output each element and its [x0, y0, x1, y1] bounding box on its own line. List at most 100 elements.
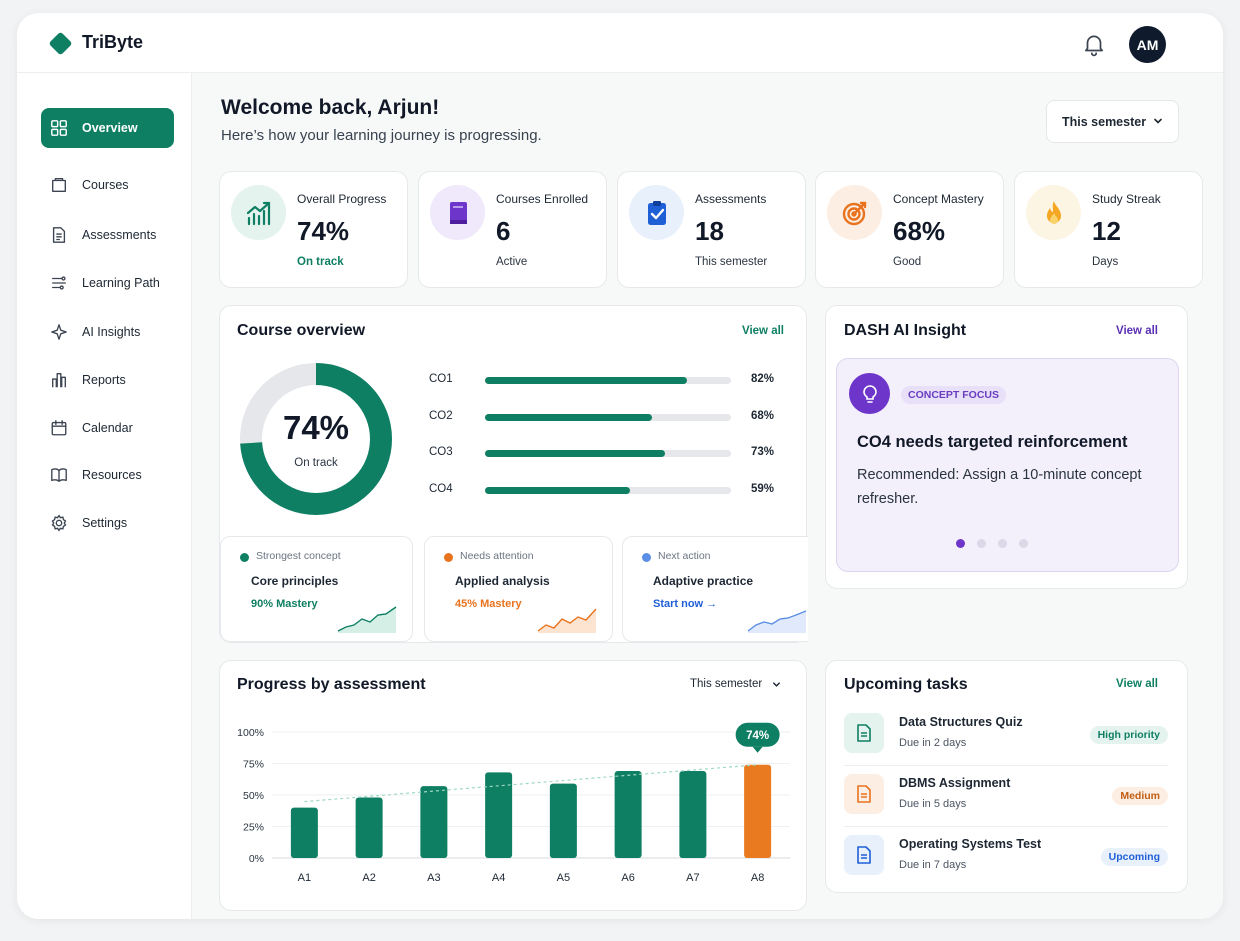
divider: [844, 765, 1168, 766]
chart-period-select[interactable]: This semester: [690, 678, 782, 690]
y-tick-label: 100%: [237, 727, 264, 739]
sidebar: Overview Courses Assessments Learning Pa…: [17, 73, 192, 919]
x-tick-label: A2: [362, 872, 375, 884]
outcome-fill: [485, 487, 631, 494]
highlight-title: Applied analysis: [455, 574, 550, 588]
chart-bar: [355, 797, 383, 858]
stat-card-overall-progress: Overall Progress 74% On track: [219, 171, 408, 288]
highlight-card-attention[interactable]: Needs attention Applied analysis 45% Mas…: [424, 536, 613, 642]
grid-icon: [50, 119, 68, 137]
outcome-percent: 68%: [751, 410, 775, 422]
stat-value: 68%: [893, 216, 946, 246]
y-tick-label: 0%: [249, 853, 264, 865]
ai-insight-card: DASH AI Insight View all CONCEPT FOCUS C…: [825, 305, 1188, 589]
outcome-label: CO3: [429, 446, 453, 458]
sidebar-item-label: Learning Path: [82, 276, 160, 290]
sidebar-item-courses[interactable]: Courses: [41, 165, 174, 205]
page-subtitle: Here’s how your learning journey is prog…: [221, 127, 542, 144]
document-icon: [844, 774, 884, 814]
task-item[interactable]: DBMS Assignment Due in 5 days Medium: [844, 772, 1168, 830]
carousel-dot[interactable]: [998, 539, 1007, 548]
highlight-card-next-action[interactable]: Next action Adaptive practice Start now …: [622, 536, 808, 642]
task-item[interactable]: Operating Systems Test Due in 7 days Upc…: [844, 833, 1168, 891]
chart-bar: [420, 786, 448, 858]
task-title: DBMS Assignment: [899, 776, 1011, 790]
section-title: DASH AI Insight: [844, 322, 967, 339]
view-all-link[interactable]: View all: [742, 325, 784, 337]
outcome-label: CO4: [429, 483, 453, 495]
outcome-row: CO4 59%: [429, 483, 779, 499]
sparkline: [337, 606, 397, 633]
highlight-title: Core principles: [251, 574, 339, 588]
period-select-value: This semester: [1062, 114, 1147, 129]
status-dot: [642, 553, 651, 562]
stat-sub: This semester: [695, 256, 768, 268]
sidebar-item-assessments[interactable]: Assessments: [41, 215, 174, 255]
target-icon: [827, 185, 882, 240]
bell-icon[interactable]: [1081, 31, 1107, 57]
sidebar-item-resources[interactable]: Resources: [41, 455, 174, 495]
sidebar-item-overview[interactable]: Overview: [41, 108, 174, 148]
sidebar-item-learning-path[interactable]: Learning Path: [41, 263, 174, 303]
insight-tag: CONCEPT FOCUS: [901, 386, 1007, 404]
carousel-dot[interactable]: [956, 539, 965, 548]
x-tick-label: A8: [751, 872, 764, 884]
stat-sub: On track: [297, 256, 344, 268]
task-item[interactable]: Data Structures Quiz Due in 2 days High …: [844, 711, 1168, 769]
progress-donut: [240, 363, 392, 515]
folder-icon: [50, 176, 68, 194]
top-bar: TriByte AM: [17, 13, 1223, 73]
sidebar-item-label: Overview: [82, 121, 138, 135]
book-icon: [50, 466, 68, 484]
outcome-percent: 82%: [751, 373, 775, 385]
sidebar-item-calendar[interactable]: Calendar: [41, 408, 174, 448]
carousel-dot[interactable]: [1019, 539, 1028, 548]
stat-card-study-streak: Study Streak 12 Days: [1014, 171, 1203, 288]
carousel-dot[interactable]: [977, 539, 986, 548]
document-icon: [844, 713, 884, 753]
outcome-fill: [485, 450, 665, 457]
start-now-link[interactable]: Start now →: [653, 598, 718, 610]
highlight-tag: Needs attention: [460, 550, 534, 562]
sidebar-item-label: Assessments: [82, 228, 157, 242]
view-all-link[interactable]: View all: [1116, 678, 1158, 690]
document-icon: [844, 835, 884, 875]
chart-bar: [485, 772, 513, 858]
stat-label: Concept Mastery: [893, 192, 984, 206]
priority-badge: Upcoming: [1100, 848, 1168, 866]
x-tick-label: A3: [427, 872, 440, 884]
insight-headline: CO4 needs targeted reinforcement: [857, 433, 1128, 451]
stat-label: Assessments: [695, 192, 767, 206]
outcome-fill: [485, 414, 653, 421]
highlight-tag: Next action: [658, 550, 711, 562]
flame-icon: [1026, 185, 1081, 240]
sidebar-item-ai-insights[interactable]: AI Insights: [41, 312, 174, 352]
upcoming-tasks-card: Upcoming tasks View all Data Structures …: [825, 660, 1188, 893]
chart-period-value: This semester: [690, 678, 763, 690]
priority-badge: High priority: [1089, 726, 1168, 744]
sidebar-item-label: Courses: [82, 178, 129, 192]
donut-arc: [240, 363, 392, 515]
stat-value: 12: [1092, 216, 1121, 246]
callout-label: 74%: [746, 730, 769, 742]
outcome-percent: 59%: [751, 483, 775, 495]
sidebar-item-settings[interactable]: Settings: [41, 503, 174, 543]
period-select[interactable]: This semester: [1046, 100, 1179, 143]
stat-label: Courses Enrolled: [496, 192, 589, 206]
main-content: Welcome back, Arjun! Here’s how your lea…: [192, 73, 1223, 919]
sparkline: [747, 610, 807, 633]
avatar[interactable]: AM: [1129, 26, 1166, 63]
view-all-link[interactable]: View all: [1116, 325, 1158, 337]
document-icon: [50, 226, 68, 244]
value-callout: [735, 722, 780, 747]
clipboard-check-icon: [629, 185, 684, 240]
stat-card-assessments: Assessments 18 This semester: [617, 171, 806, 288]
outcome-row: CO2 68%: [429, 410, 779, 426]
stat-card-concept-mastery: Concept Mastery 68% Good: [815, 171, 1004, 288]
y-tick-label: 25%: [243, 822, 264, 834]
highlight-card-strongest[interactable]: Strongest concept Core principles 90% Ma…: [220, 536, 413, 642]
app-name[interactable]: TriByte: [82, 32, 144, 52]
highlight-title: Adaptive practice: [653, 574, 754, 588]
sidebar-item-reports[interactable]: Reports: [41, 360, 174, 400]
chart-bar: [679, 771, 707, 858]
